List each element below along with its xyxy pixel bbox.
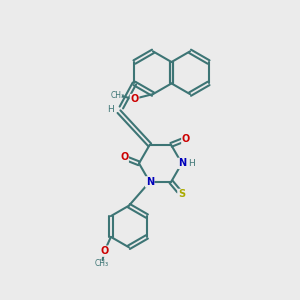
Text: H: H <box>107 105 114 114</box>
Text: CH₃: CH₃ <box>95 259 109 268</box>
Text: N: N <box>146 177 154 187</box>
Text: O: O <box>120 152 128 162</box>
Text: N: N <box>178 158 186 168</box>
Text: CH₃: CH₃ <box>110 91 125 100</box>
Text: O: O <box>130 94 139 104</box>
Text: O: O <box>182 134 190 144</box>
Text: O: O <box>100 246 109 256</box>
Text: H: H <box>188 159 195 168</box>
Text: S: S <box>178 189 185 200</box>
